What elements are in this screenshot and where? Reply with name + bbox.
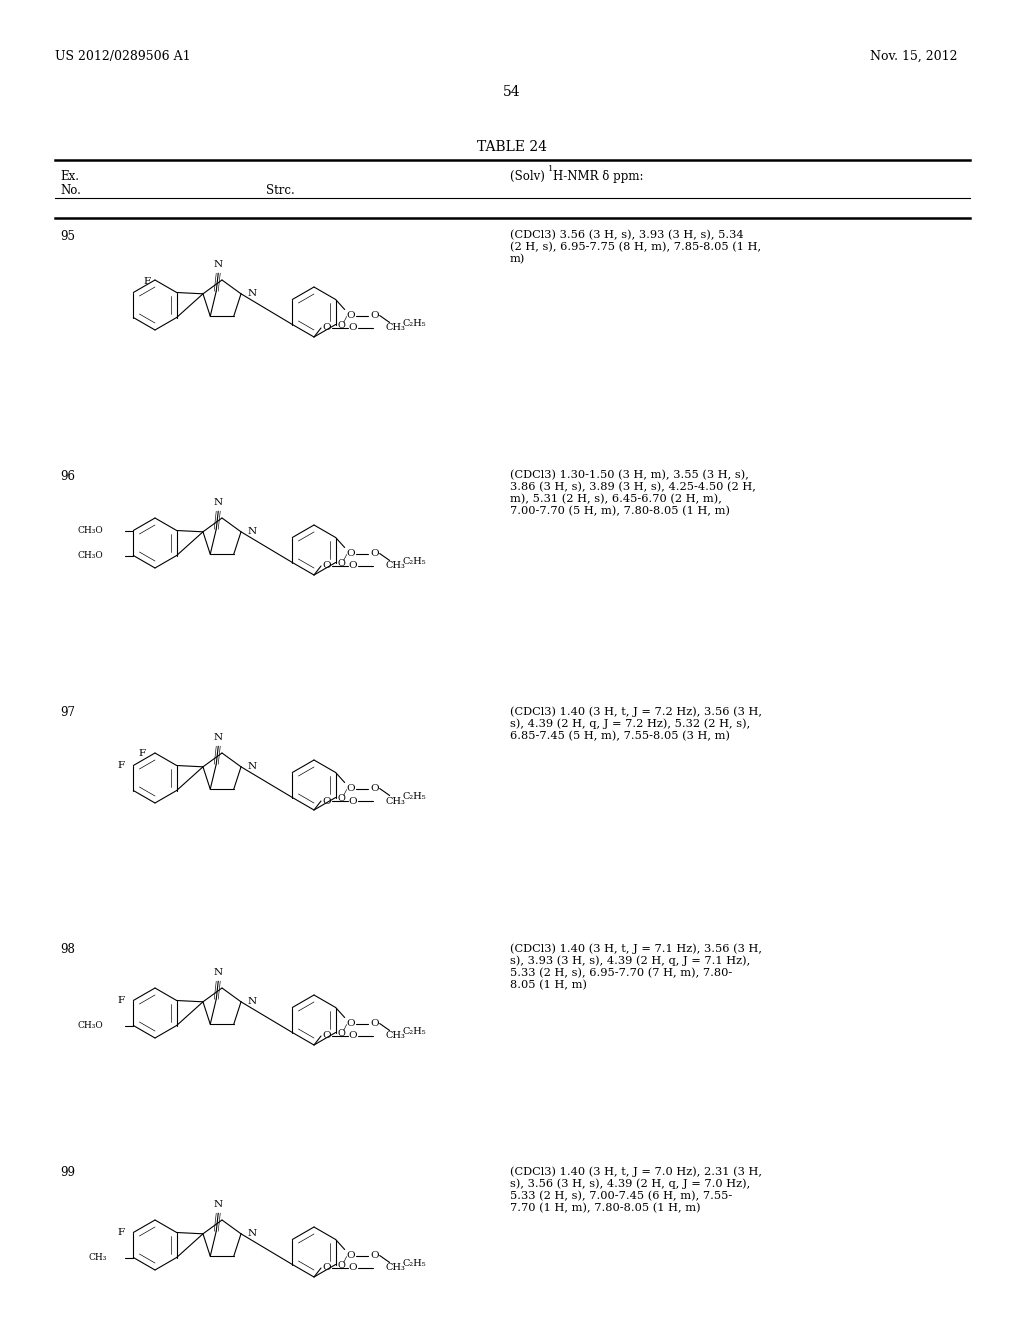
- Text: O: O: [323, 323, 332, 333]
- Text: O: O: [323, 1031, 332, 1040]
- Text: Nov. 15, 2012: Nov. 15, 2012: [870, 50, 957, 63]
- Text: F: F: [117, 762, 124, 770]
- Text: O: O: [349, 796, 357, 805]
- Text: O: O: [346, 1251, 355, 1261]
- Text: O: O: [349, 1263, 357, 1272]
- Text: (CDCl3) 1.40 (3 H, t, J = 7.1 Hz), 3.56 (3 H,
s), 3.93 (3 H, s), 4.39 (2 H, q, J: (CDCl3) 1.40 (3 H, t, J = 7.1 Hz), 3.56 …: [510, 942, 762, 990]
- Text: O: O: [338, 321, 345, 330]
- Text: CH₃: CH₃: [385, 796, 404, 805]
- Text: N: N: [247, 1229, 256, 1238]
- Text: N: N: [214, 260, 223, 269]
- Text: O: O: [349, 561, 357, 570]
- Text: O: O: [346, 784, 355, 793]
- Text: O: O: [371, 1251, 379, 1261]
- Text: O: O: [349, 1031, 357, 1040]
- Text: US 2012/0289506 A1: US 2012/0289506 A1: [55, 50, 190, 63]
- Text: C₂H₅: C₂H₅: [402, 319, 426, 327]
- Text: CH₃O: CH₃O: [78, 550, 103, 560]
- Text: O: O: [338, 558, 345, 568]
- Text: 98: 98: [60, 942, 75, 956]
- Text: CH₃O: CH₃O: [78, 1020, 103, 1030]
- Text: C₂H₅: C₂H₅: [402, 557, 426, 566]
- Text: 96: 96: [60, 470, 75, 483]
- Text: O: O: [323, 561, 332, 570]
- Text: No.: No.: [60, 183, 81, 197]
- Text: O: O: [346, 1019, 355, 1028]
- Text: 54: 54: [503, 84, 521, 99]
- Text: CH₃: CH₃: [385, 561, 404, 570]
- Text: C₂H₅: C₂H₅: [402, 1027, 426, 1036]
- Text: 95: 95: [60, 230, 75, 243]
- Text: O: O: [338, 1261, 345, 1270]
- Text: C₂H₅: C₂H₅: [402, 792, 426, 801]
- Text: N: N: [214, 733, 223, 742]
- Text: 97: 97: [60, 706, 75, 719]
- Text: CH₃: CH₃: [385, 323, 404, 333]
- Text: O: O: [371, 784, 379, 793]
- Text: H-NMR δ ppm:: H-NMR δ ppm:: [553, 170, 643, 183]
- Text: CH₃: CH₃: [385, 1263, 404, 1272]
- Text: (Solv): (Solv): [510, 170, 549, 183]
- Text: C₂H₅: C₂H₅: [402, 1259, 426, 1269]
- Text: 99: 99: [60, 1166, 75, 1179]
- Text: O: O: [323, 1263, 332, 1272]
- Text: O: O: [346, 312, 355, 319]
- Text: (CDCl3) 1.30-1.50 (3 H, m), 3.55 (3 H, s),
3.86 (3 H, s), 3.89 (3 H, s), 4.25-4.: (CDCl3) 1.30-1.50 (3 H, m), 3.55 (3 H, s…: [510, 470, 756, 516]
- Text: N: N: [214, 968, 223, 977]
- Text: TABLE 24: TABLE 24: [477, 140, 547, 154]
- Text: O: O: [371, 549, 379, 558]
- Text: O: O: [338, 1030, 345, 1038]
- Text: O: O: [338, 795, 345, 803]
- Text: CH₃: CH₃: [385, 1031, 404, 1040]
- Text: N: N: [247, 763, 256, 771]
- Text: O: O: [349, 323, 357, 333]
- Text: N: N: [214, 498, 223, 507]
- Text: (CDCl3) 3.56 (3 H, s), 3.93 (3 H, s), 5.34
(2 H, s), 6.95-7.75 (8 H, m), 7.85-8.: (CDCl3) 3.56 (3 H, s), 3.93 (3 H, s), 5.…: [510, 230, 761, 264]
- Text: 1: 1: [548, 165, 553, 173]
- Text: O: O: [371, 1019, 379, 1028]
- Text: F: F: [117, 997, 124, 1005]
- Text: F: F: [117, 1228, 124, 1237]
- Text: Ex.: Ex.: [60, 170, 79, 183]
- Text: CH₃: CH₃: [89, 1253, 108, 1262]
- Text: F: F: [139, 748, 146, 758]
- Text: N: N: [214, 1200, 223, 1209]
- Text: O: O: [371, 312, 379, 319]
- Text: N: N: [247, 998, 256, 1006]
- Text: (CDCl3) 1.40 (3 H, t, J = 7.2 Hz), 3.56 (3 H,
s), 4.39 (2 H, q, J = 7.2 Hz), 5.3: (CDCl3) 1.40 (3 H, t, J = 7.2 Hz), 3.56 …: [510, 706, 762, 741]
- Text: CH₃O: CH₃O: [78, 525, 103, 535]
- Text: O: O: [346, 549, 355, 558]
- Text: Strc.: Strc.: [265, 183, 294, 197]
- Text: F: F: [143, 276, 151, 285]
- Text: N: N: [247, 527, 256, 536]
- Text: (CDCl3) 1.40 (3 H, t, J = 7.0 Hz), 2.31 (3 H,
s), 3.56 (3 H, s), 4.39 (2 H, q, J: (CDCl3) 1.40 (3 H, t, J = 7.0 Hz), 2.31 …: [510, 1166, 762, 1213]
- Text: N: N: [247, 289, 256, 298]
- Text: O: O: [323, 796, 332, 805]
